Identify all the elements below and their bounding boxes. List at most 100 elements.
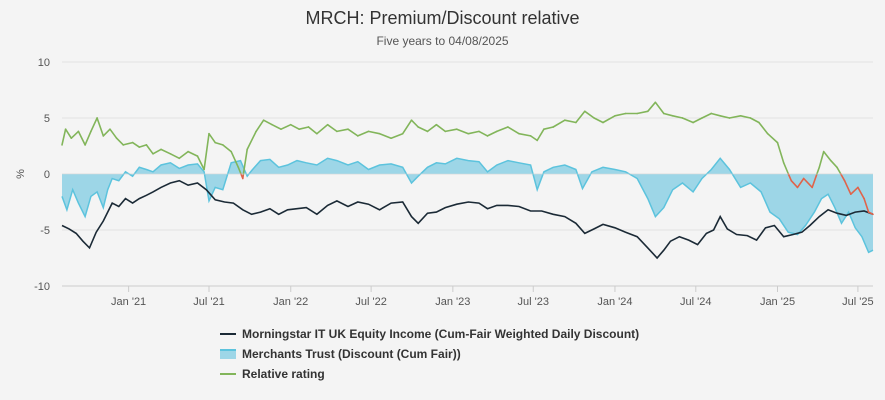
relative-rating-segment bbox=[811, 173, 818, 189]
relative-rating-segment bbox=[187, 150, 199, 157]
relative-rating-segment bbox=[849, 186, 859, 195]
relative-rating-segment bbox=[701, 112, 713, 119]
x-tick-label: Jan '25 bbox=[760, 296, 795, 308]
chart-title: MRCH: Premium/Discount relative bbox=[305, 8, 580, 28]
y-tick-label: -5 bbox=[40, 225, 50, 237]
relative-rating-segment bbox=[242, 148, 248, 175]
y-tick-label: 10 bbox=[38, 57, 50, 69]
relative-rating-segment bbox=[790, 179, 799, 189]
relative-rating-segment bbox=[507, 126, 520, 135]
x-tick-label: Jul '22 bbox=[355, 296, 386, 308]
relative-rating-segment bbox=[417, 126, 429, 133]
relative-rating-segment bbox=[138, 144, 148, 148]
relative-rating-segment bbox=[230, 150, 240, 169]
relative-rating-segment bbox=[552, 119, 566, 128]
merchants-area-line bbox=[61, 157, 874, 254]
relative-rating-segment bbox=[766, 132, 779, 144]
relative-rating-segment bbox=[152, 148, 162, 155]
relative-rating-segment bbox=[246, 130, 257, 151]
y-tick-label: -10 bbox=[34, 281, 50, 293]
relative-rating-segment bbox=[222, 144, 232, 153]
relative-rating-segment bbox=[122, 141, 134, 146]
relative-rating-segment bbox=[662, 112, 674, 117]
relative-rating-segment bbox=[214, 141, 224, 146]
relative-rating-segment bbox=[776, 141, 785, 164]
relative-rating-segment bbox=[495, 126, 509, 133]
relative-rating-segment bbox=[455, 128, 470, 135]
relative-rating-segment bbox=[203, 132, 210, 171]
relative-rating-segment bbox=[863, 197, 870, 213]
relative-rating-segment bbox=[692, 117, 703, 124]
legend-label-morningstar: Morningstar IT UK Equity Income (Cum-Fai… bbox=[242, 327, 640, 341]
legend-item-relative-rating[interactable]: Relative rating bbox=[220, 364, 639, 384]
relative-rating-segment bbox=[77, 130, 86, 146]
x-tick-label: Jul '21 bbox=[193, 296, 224, 308]
relative-rating-segment bbox=[486, 130, 498, 137]
legend-label-merchants: Merchants Trust (Discount (Cum Fair)) bbox=[242, 347, 461, 361]
relative-rating-segment bbox=[710, 112, 722, 117]
relative-rating-segment bbox=[467, 130, 480, 135]
relative-rating-segment bbox=[602, 115, 616, 124]
x-tick-label: Jan '24 bbox=[597, 296, 632, 308]
x-tick-label: Jan '23 bbox=[435, 296, 470, 308]
relative-rating-segment bbox=[208, 132, 216, 144]
relative-rating-segment bbox=[61, 128, 67, 146]
relative-rating-segment bbox=[96, 117, 105, 137]
relative-rating-segment bbox=[536, 128, 545, 142]
relative-rating-segment bbox=[843, 179, 852, 195]
relative-rating-segment bbox=[145, 144, 154, 155]
relative-rating-segment bbox=[836, 166, 842, 175]
relative-rating-segment bbox=[169, 153, 181, 160]
relative-rating-segment bbox=[336, 128, 349, 133]
merchants-area-fill bbox=[62, 158, 873, 253]
relative-rating-segment bbox=[131, 141, 141, 148]
x-tick-label: Jul '25 bbox=[842, 296, 873, 308]
x-tick-label: Jul '24 bbox=[680, 296, 711, 308]
relative-rating-segment bbox=[255, 119, 265, 133]
relative-rating-segment bbox=[829, 159, 838, 169]
relative-rating-segment bbox=[583, 110, 595, 119]
relative-rating-segment bbox=[271, 123, 282, 130]
x-tick-label: Jan '22 bbox=[273, 296, 308, 308]
y-axis-label: % bbox=[15, 169, 27, 179]
y-tick-label: 0 bbox=[44, 169, 50, 181]
legend: Morningstar IT UK Equity Income (Cum-Fai… bbox=[220, 324, 639, 384]
relative-rating-segment bbox=[262, 119, 273, 126]
relative-rating-segment bbox=[64, 128, 73, 139]
relative-rating-segment bbox=[178, 150, 189, 160]
relative-rating-segment bbox=[818, 150, 825, 169]
relative-rating-segment bbox=[289, 123, 301, 130]
relative-rating-segment bbox=[749, 117, 760, 124]
legend-item-morningstar[interactable]: Morningstar IT UK Equity Income (Cum-Fai… bbox=[220, 324, 639, 344]
legend-swatch-merchants bbox=[220, 349, 236, 359]
relative-rating-segment bbox=[654, 101, 665, 115]
relative-rating-segment bbox=[410, 119, 420, 128]
relative-rating-segment bbox=[478, 130, 489, 137]
legend-item-merchants[interactable]: Merchants Trust (Discount (Cum Fair)) bbox=[220, 344, 639, 364]
relative-rating-segment bbox=[90, 117, 98, 133]
relative-rating-segment bbox=[758, 121, 769, 135]
relative-rating-segment bbox=[196, 155, 205, 171]
relative-rating-segment bbox=[593, 117, 604, 124]
relative-rating-segment bbox=[316, 123, 329, 135]
relative-rating-segment bbox=[367, 130, 381, 135]
relative-rating-segment bbox=[614, 112, 627, 117]
relative-rating-segment bbox=[867, 211, 874, 216]
relative-rating-segment bbox=[681, 117, 694, 124]
chart-subtitle: Five years to 04/08/2025 bbox=[376, 34, 509, 48]
relative-rating-segment bbox=[390, 132, 404, 139]
relative-rating-segment bbox=[160, 148, 172, 155]
relative-rating-segment bbox=[298, 126, 310, 130]
y-tick-label: 5 bbox=[44, 113, 50, 125]
relative-rating-segment bbox=[401, 119, 413, 135]
relative-rating-segment bbox=[444, 128, 458, 133]
x-tick-label: Jul '23 bbox=[518, 296, 549, 308]
relative-rating-segment bbox=[426, 123, 438, 133]
relative-rating-segment bbox=[237, 166, 242, 175]
morningstar-line bbox=[61, 179, 874, 260]
relative-rating-segment bbox=[796, 177, 805, 189]
relative-rating-segment bbox=[347, 128, 359, 137]
relative-rating-segment bbox=[307, 126, 318, 135]
relative-rating-segment bbox=[84, 130, 92, 146]
relative-rating-segment bbox=[102, 128, 111, 137]
